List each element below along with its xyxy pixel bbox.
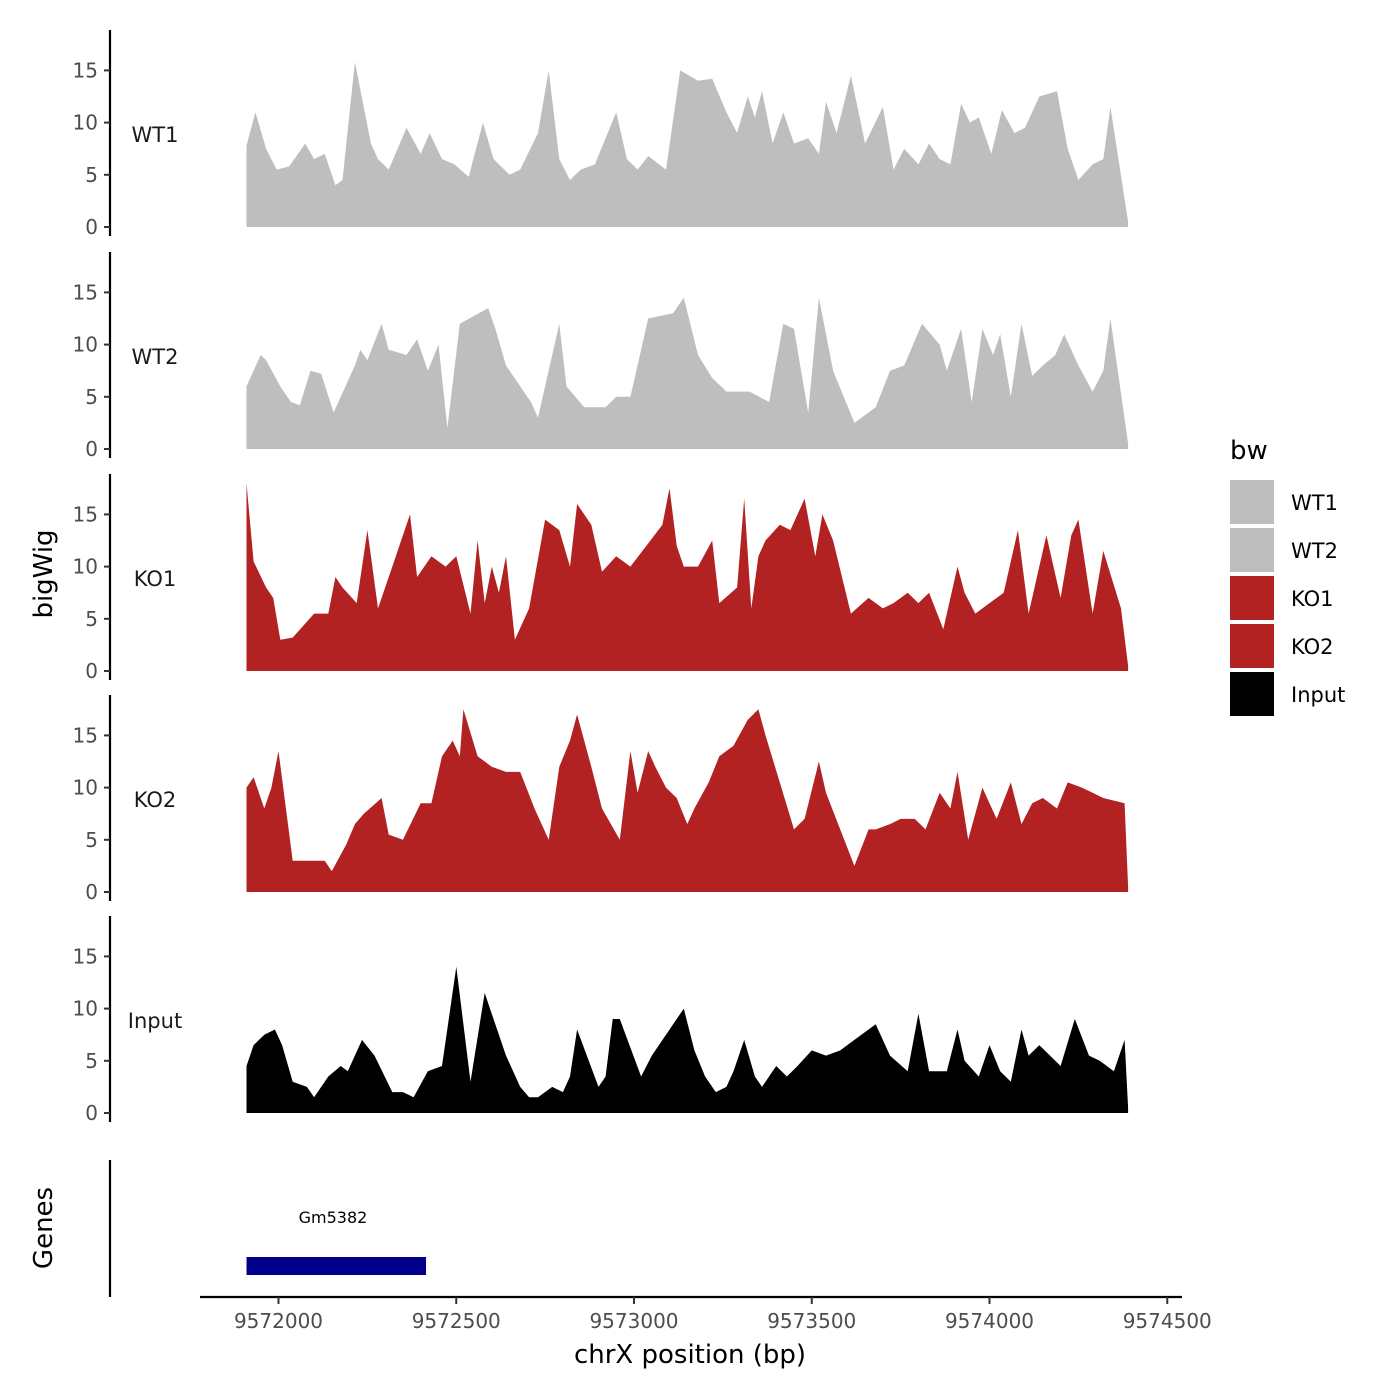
- track-label: KO1: [134, 567, 177, 591]
- legend-label: WT1: [1291, 491, 1338, 515]
- x-tick-label: 9574500: [1123, 1309, 1212, 1333]
- y-tick-label: 5: [85, 1049, 98, 1073]
- y-tick-label: 15: [73, 723, 98, 747]
- x-tick-label: 9572500: [412, 1309, 501, 1333]
- legend-label: Input: [1291, 683, 1345, 707]
- x-tick-label: 9573500: [767, 1309, 856, 1333]
- legend: bw WT1 WT2 KO1 KO2 Input: [1230, 436, 1345, 716]
- track-label: WT2: [132, 345, 179, 369]
- gene-label: Gm5382: [299, 1208, 368, 1227]
- area-wt1: [246, 62, 1129, 227]
- legend-label: KO2: [1291, 635, 1334, 659]
- gene-body: [246, 1257, 427, 1275]
- area-ko2: [246, 709, 1129, 892]
- track-label: KO2: [134, 788, 177, 812]
- y-tick-label: 0: [85, 1101, 98, 1125]
- legend-item-ko1: KO1: [1230, 576, 1334, 620]
- bigwig-tracks: 0 5 10 15 WT1 0 5 10 15 WT2 0 5 10 15 KO1 0 5 10 15 KO2 0 5 10…: [73, 30, 1129, 1125]
- y-tick-label: 10: [73, 776, 98, 800]
- legend-swatch: [1230, 576, 1274, 620]
- legend-swatch: [1230, 672, 1274, 716]
- legend-item-input: Input: [1230, 672, 1345, 716]
- y-tick-label: 15: [73, 502, 98, 526]
- x-axis-title: chrX position (bp): [574, 1340, 806, 1370]
- track-ko2: 0 5 10 15 KO2: [73, 695, 1129, 904]
- area-input: [246, 966, 1129, 1113]
- legend-swatch: [1230, 528, 1274, 572]
- track-wt1: 0 5 10 15 WT1: [73, 30, 1129, 239]
- y-tick-label: 0: [85, 437, 98, 461]
- legend-item-ko2: KO2: [1230, 624, 1334, 668]
- track-ko1: 0 5 10 15 KO1: [73, 474, 1129, 683]
- x-axis: 9572000 9572500 9573000 9573500 9574000 95745…: [200, 1295, 1212, 1333]
- y-tick-label: 0: [85, 659, 98, 683]
- track-label: Input: [128, 1009, 182, 1033]
- legend-item-wt2: WT2: [1230, 528, 1338, 572]
- genes-panel: Gm5382: [108, 1160, 427, 1297]
- track-input: 0 5 10 15 Input: [73, 916, 1129, 1125]
- track-label: WT1: [132, 123, 179, 147]
- legend-label: WT2: [1291, 539, 1338, 563]
- legend-item-wt1: WT1: [1230, 480, 1338, 524]
- y-tick-label: 0: [85, 215, 98, 239]
- y-tick-label: 15: [73, 58, 98, 82]
- x-tick-label: 9573000: [589, 1309, 678, 1333]
- x-tick-label: 9574000: [945, 1309, 1034, 1333]
- y-tick-label: 15: [73, 280, 98, 304]
- y-tick-label: 15: [73, 944, 98, 968]
- y-tick-label: 10: [73, 555, 98, 579]
- legend-swatch: [1230, 624, 1274, 668]
- y-tick-label: 0: [85, 880, 98, 904]
- y-tick-label: 5: [85, 163, 98, 187]
- area-wt2: [246, 297, 1129, 449]
- y-tick-label: 10: [73, 333, 98, 357]
- legend-title: bw: [1230, 436, 1268, 466]
- legend-label: KO1: [1291, 587, 1334, 611]
- area-ko1: [246, 483, 1129, 671]
- y-tick-label: 5: [85, 828, 98, 852]
- y-tick-label: 5: [85, 607, 98, 631]
- y-tick-label: 10: [73, 997, 98, 1021]
- track-wt2: 0 5 10 15 WT2: [73, 252, 1129, 461]
- y-tick-label: 5: [85, 385, 98, 409]
- legend-swatch: [1230, 480, 1274, 524]
- genes-axis-title: Genes: [29, 1187, 59, 1269]
- y-tick-label: 10: [73, 111, 98, 135]
- y-axis-title: bigWig: [29, 529, 59, 618]
- x-tick-label: 9572000: [234, 1309, 323, 1333]
